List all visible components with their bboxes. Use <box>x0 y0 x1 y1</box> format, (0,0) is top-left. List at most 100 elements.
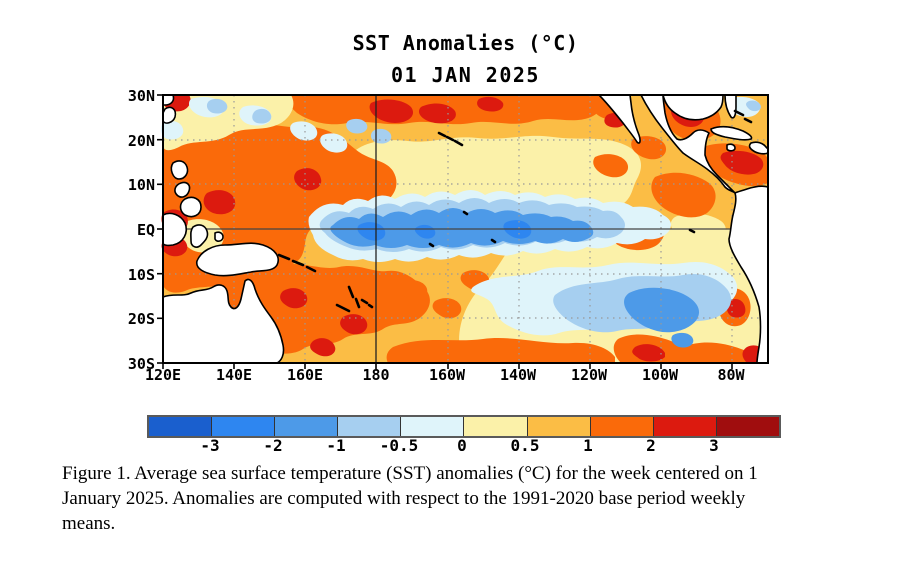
halmahera <box>214 231 224 242</box>
jamaica <box>726 143 736 152</box>
colorbar-tick-label: 3 <box>709 436 719 455</box>
cuba <box>710 126 753 141</box>
caption-line: means. <box>62 513 116 534</box>
se-cool-spot <box>671 332 694 348</box>
line-islands <box>428 210 497 248</box>
nw-cool-4 <box>290 121 318 141</box>
colorbar-tick-label: -2 <box>263 436 283 455</box>
lat-axis-label: 10N <box>127 176 155 194</box>
red-west-2 <box>294 168 322 191</box>
cold-tongue-core <box>330 208 594 248</box>
figure-subtitle: 01 JAN 2025 <box>391 63 540 87</box>
red-coral-2 <box>340 314 368 335</box>
pacific-basin-map <box>157 94 769 369</box>
red-coral-1 <box>280 288 308 309</box>
pale-region-north-central <box>342 135 641 212</box>
us-gulf-coast <box>662 94 724 121</box>
colorbar-tick-label: -3 <box>200 436 220 455</box>
red-north-1 <box>369 99 414 123</box>
nw-cool-5 <box>320 133 348 153</box>
taiwan <box>162 106 177 124</box>
red-north-2 <box>418 103 456 124</box>
lon-axis-label: 120E <box>144 366 182 384</box>
bahamas <box>733 109 753 124</box>
colorbar-segment <box>715 417 779 436</box>
lon-axis-label: 180 <box>362 366 390 384</box>
red-west-1 <box>203 190 236 215</box>
mexico-central-south-america <box>640 94 769 364</box>
se-cool-core <box>624 287 700 333</box>
lat-axis-label: 30N <box>127 87 155 105</box>
luzon <box>170 160 189 180</box>
colorbar-tick-label: 2 <box>646 436 656 455</box>
orange-south-band <box>386 338 615 363</box>
sst-anomaly-map <box>155 89 776 373</box>
colorbar-tick-label: 1 <box>583 436 593 455</box>
lon-axis-label: 100W <box>641 366 679 384</box>
lon-axis-label: 140W <box>499 366 537 384</box>
borneo <box>162 212 188 247</box>
colorbar-segment <box>589 417 653 436</box>
hawaii <box>437 131 464 147</box>
lat-axis-label: 20N <box>127 132 155 150</box>
new-guinea <box>195 242 279 277</box>
colorbar-segment <box>526 417 590 436</box>
baja-california <box>598 94 641 144</box>
red-south-blob <box>632 344 665 362</box>
caption-line: Figure 1. Average sea surface temperatur… <box>62 463 758 484</box>
colorbar-tick-label: 0.5 <box>510 436 540 455</box>
lon-axis-label: 80W <box>717 366 745 384</box>
red-north-3 <box>477 96 504 112</box>
map-frame <box>162 94 769 364</box>
orange-sp-blob-2 <box>432 298 462 319</box>
australia <box>162 278 285 364</box>
lon-axis-label: 160E <box>286 366 324 384</box>
colorbar <box>147 415 781 438</box>
colorbar-tick-label: -0.5 <box>379 436 419 455</box>
colorbar-segment <box>274 417 338 436</box>
lat-axis-label: 20S <box>127 310 155 328</box>
atlantic-cool-spot <box>746 100 761 112</box>
small-islands <box>277 109 753 313</box>
colorbar-segment <box>400 417 464 436</box>
nw-cool-3 <box>160 121 184 140</box>
lon-axis-label: 140E <box>215 366 253 384</box>
lon-axis-label: 120W <box>570 366 608 384</box>
colorbar-segment <box>337 417 401 436</box>
florida <box>724 94 737 119</box>
cold-spot-1 <box>357 222 386 241</box>
nw-cool-spot-3 <box>346 118 368 134</box>
landmasses <box>162 94 769 364</box>
graticule <box>163 95 768 363</box>
vanuatu <box>347 285 361 309</box>
caption-line: January 2025. Anomalies are computed wit… <box>62 488 746 509</box>
lat-axis-label: EQ <box>136 221 155 239</box>
figure-caption: Figure 1. Average sea surface temperatur… <box>62 461 872 536</box>
colorbar-tick-label: -1 <box>326 436 346 455</box>
colorbar-segment <box>149 417 212 436</box>
new-caledonia <box>335 303 351 313</box>
mindanao <box>179 196 202 218</box>
pale-region-east-equator <box>670 213 726 243</box>
colorbar-segment <box>652 417 716 436</box>
sulawesi <box>190 224 209 248</box>
lat-axis-label: 10S <box>127 266 155 284</box>
nw-cool-spot-1 <box>206 98 228 114</box>
red-coral-3 <box>310 338 336 357</box>
colorbar-segment <box>463 417 527 436</box>
visayas <box>174 181 191 198</box>
hispaniola <box>748 141 769 155</box>
lon-axis-label: 160W <box>428 366 466 384</box>
figure-title: SST Anomalies (°C) <box>352 31 579 55</box>
red-peru-core <box>726 299 746 318</box>
colorbar-tick-label: 0 <box>457 436 467 455</box>
solomon-islands <box>277 253 317 273</box>
red-caribbean-core <box>720 150 764 175</box>
orange-sp-blob-1 <box>398 280 428 301</box>
cold-spot-3 <box>414 224 436 239</box>
colorbar-segment <box>211 417 275 436</box>
orange-east-patch-1 <box>593 154 629 178</box>
fiji <box>360 298 374 309</box>
lat-axis-label: 30S <box>127 355 155 373</box>
